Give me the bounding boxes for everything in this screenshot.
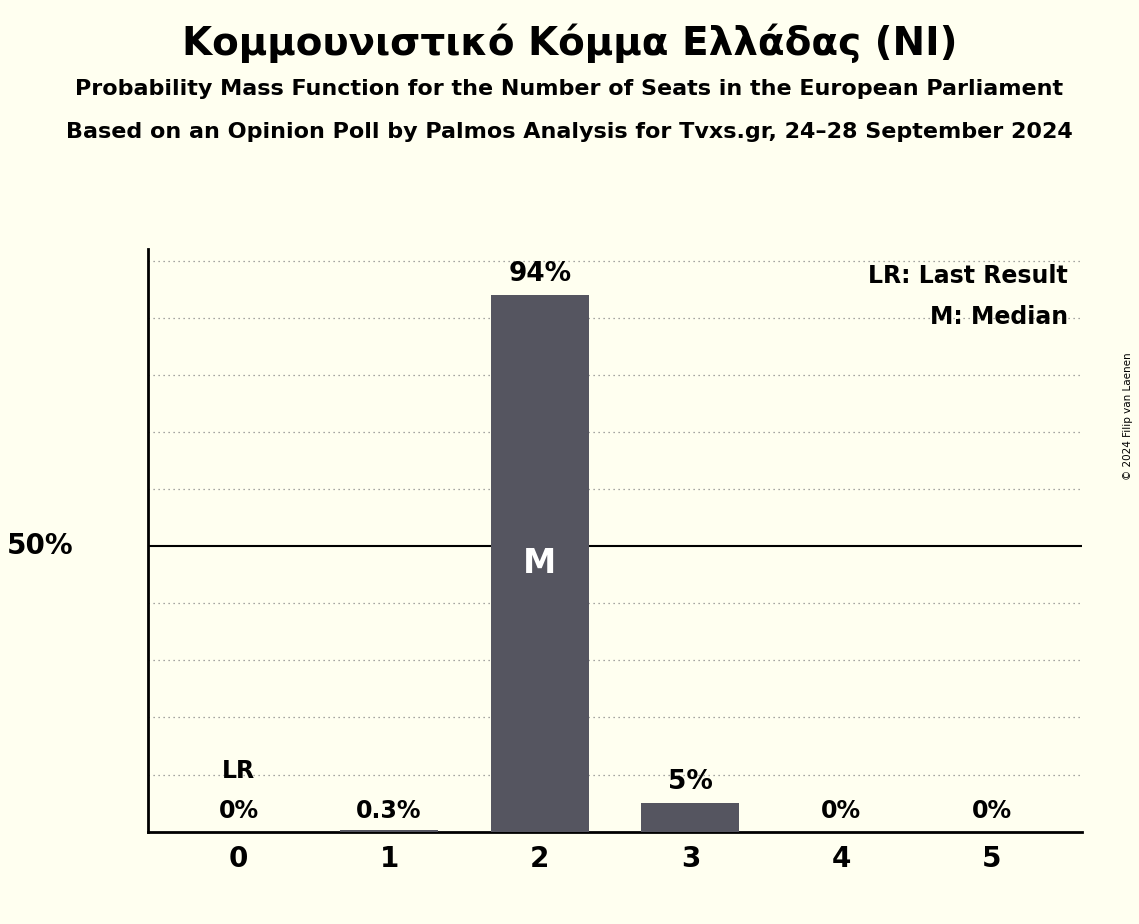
Text: 0%: 0% <box>219 799 259 823</box>
Text: Κομμουνιστικό Κόμμα Ελλάδας (NI): Κομμουνιστικό Κόμμα Ελλάδας (NI) <box>182 23 957 63</box>
Text: 5%: 5% <box>667 769 713 795</box>
Bar <box>341 830 439 832</box>
Text: 0%: 0% <box>972 799 1011 823</box>
Text: Probability Mass Function for the Number of Seats in the European Parliament: Probability Mass Function for the Number… <box>75 79 1064 99</box>
Text: Based on an Opinion Poll by Palmos Analysis for Tvxs.gr, 24–28 September 2024: Based on an Opinion Poll by Palmos Analy… <box>66 122 1073 142</box>
Text: LR: LR <box>222 760 255 784</box>
Bar <box>641 803 739 832</box>
Text: 0.3%: 0.3% <box>357 799 421 823</box>
Text: 0%: 0% <box>821 799 861 823</box>
Text: 50%: 50% <box>7 532 73 560</box>
Text: M: Median: M: Median <box>929 305 1068 329</box>
Text: M: M <box>523 547 556 580</box>
Bar <box>491 295 589 832</box>
Text: 94%: 94% <box>508 261 572 286</box>
Text: LR: Last Result: LR: Last Result <box>868 264 1068 288</box>
Text: © 2024 Filip van Laenen: © 2024 Filip van Laenen <box>1123 352 1133 480</box>
